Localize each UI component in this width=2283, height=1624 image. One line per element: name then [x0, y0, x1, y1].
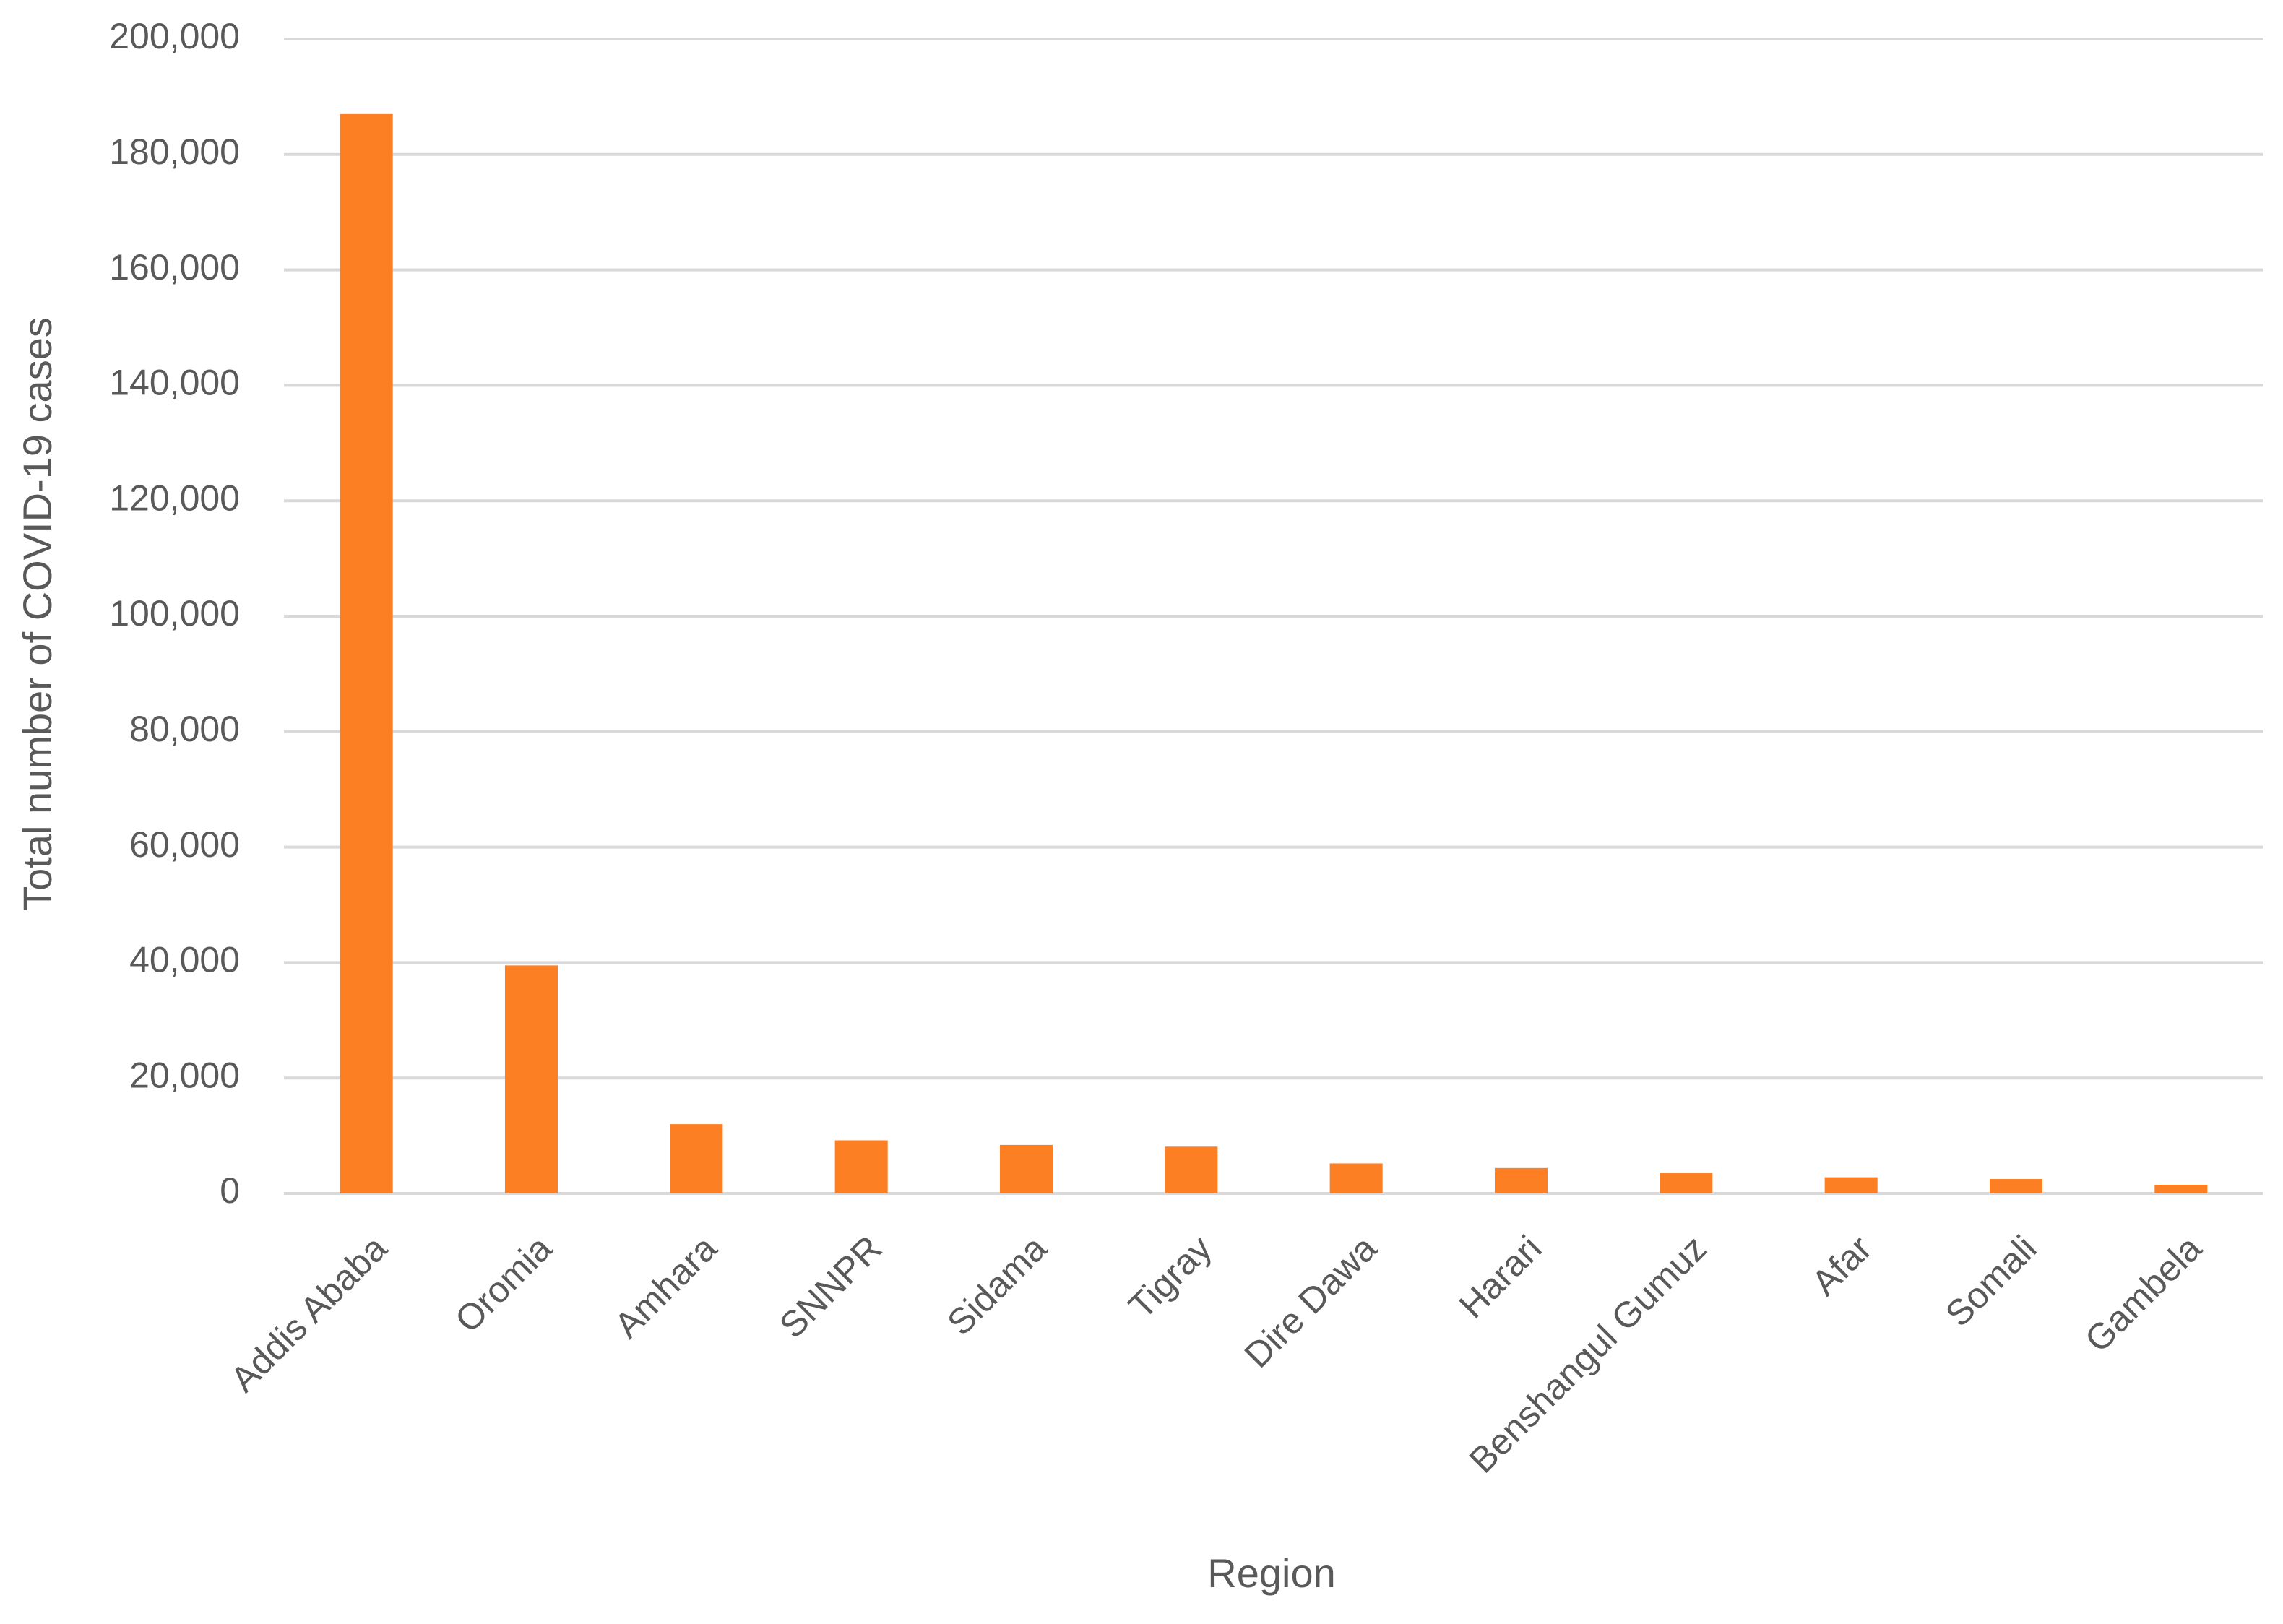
x-axis-title: Region: [1207, 1550, 1335, 1596]
bar: [999, 1144, 1053, 1193]
bar: [1660, 1173, 1713, 1193]
x-tick-label: Gambela: [2077, 1227, 2209, 1360]
x-tick-label: Sidama: [939, 1227, 1055, 1343]
x-tick-label: Addis Ababa: [223, 1227, 394, 1399]
bar: [670, 1124, 723, 1193]
x-tick-label: Oromia: [447, 1227, 560, 1340]
x-tick-label: Dire Dawa: [1237, 1227, 1385, 1375]
bar: [1989, 1179, 2043, 1193]
bar: [340, 113, 393, 1193]
y-tick-label: 120,000: [109, 478, 240, 518]
y-tick-label: 100,000: [109, 593, 240, 634]
y-tick-label: 180,000: [109, 131, 240, 172]
bar: [1824, 1177, 1878, 1193]
y-tick-label: 40,000: [129, 940, 240, 980]
bar: [2154, 1185, 2208, 1193]
x-tick-label: SNNPR: [772, 1228, 889, 1346]
x-tick-label: Tigray: [1121, 1228, 1220, 1327]
y-tick-label: 200,000: [109, 16, 240, 56]
y-tick-label: 20,000: [129, 1055, 240, 1095]
bar: [834, 1140, 888, 1193]
y-tick-label: 140,000: [109, 363, 240, 403]
x-tick-label: Somali: [1938, 1228, 2045, 1335]
y-tick-label: 0: [220, 1170, 240, 1211]
bar: [1165, 1146, 1218, 1193]
bar: [1494, 1167, 1548, 1193]
y-tick-label: 60,000: [129, 824, 240, 865]
x-tick-label: Harari: [1451, 1228, 1550, 1326]
y-tick-label: 80,000: [129, 709, 240, 749]
x-tick-label: Afar: [1804, 1228, 1879, 1303]
x-tick-label: Amhara: [607, 1227, 725, 1346]
y-axis-title: Total number of COVID-19 cases: [14, 317, 60, 911]
bar: [1329, 1163, 1383, 1193]
bar: [504, 965, 558, 1193]
y-tick-label: 160,000: [109, 247, 240, 288]
